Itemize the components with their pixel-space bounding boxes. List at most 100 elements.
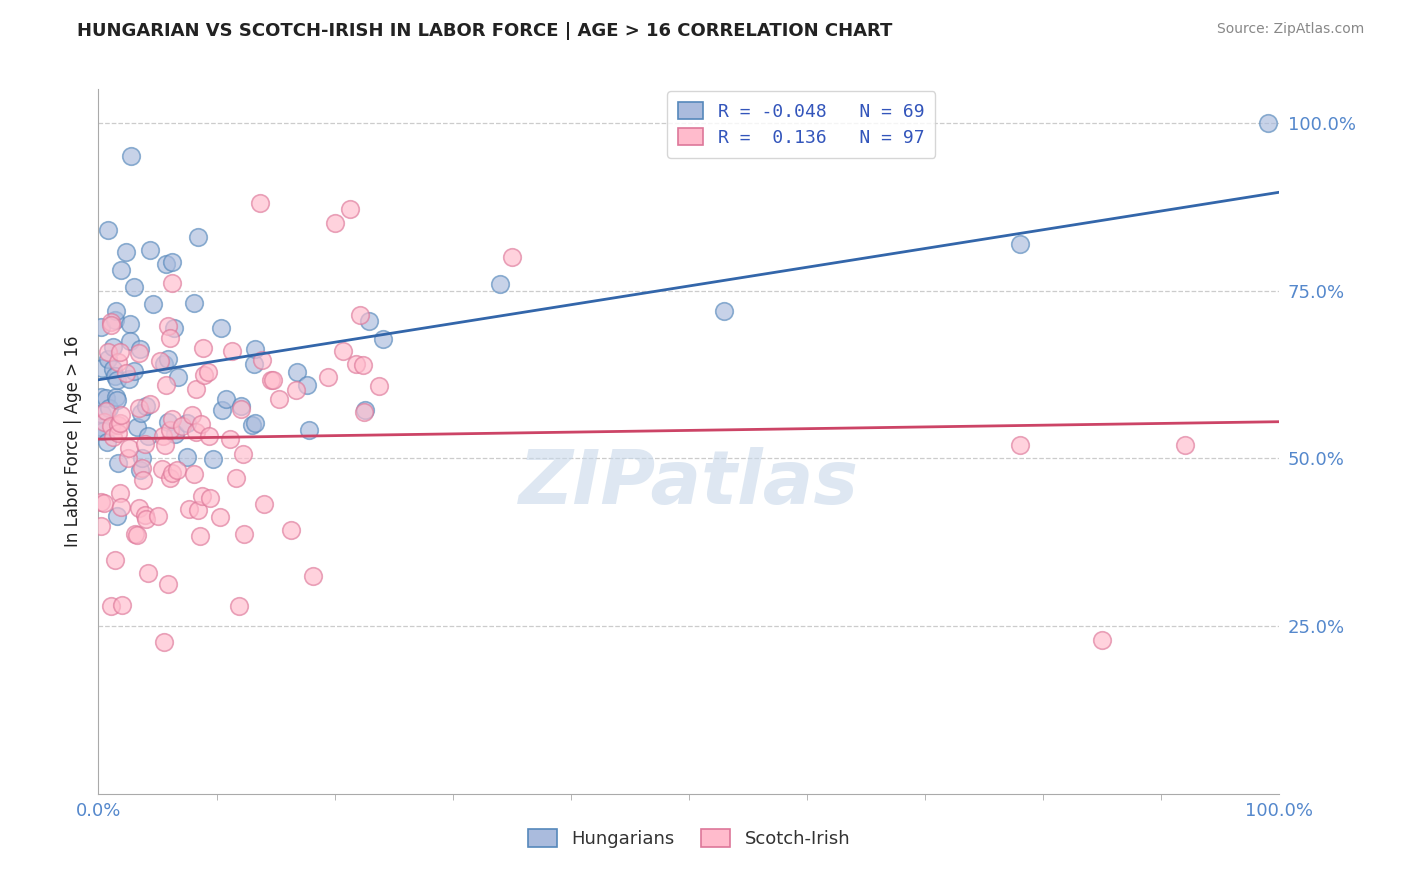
Point: [110, 344, 132, 359]
Point: [93, 415, 115, 429]
Point: [349, 308, 371, 322]
Point: [193, 341, 215, 355]
Point: [107, 355, 129, 369]
Point: [90, 519, 112, 533]
Point: [105, 393, 128, 408]
Point: [197, 365, 219, 379]
Point: [262, 373, 284, 387]
Point: [162, 254, 184, 268]
Text: Source: ZipAtlas.com: Source: ZipAtlas.com: [1216, 22, 1364, 37]
Point: [93, 496, 115, 510]
Point: [118, 372, 141, 386]
Point: [111, 599, 134, 613]
Point: [332, 344, 354, 359]
Point: [285, 383, 308, 397]
Point: [131, 460, 153, 475]
Point: [259, 373, 281, 387]
Point: [100, 599, 122, 613]
Point: [93, 424, 115, 438]
Point: [249, 196, 271, 211]
Point: [215, 392, 238, 406]
Point: [135, 512, 157, 526]
Point: [231, 400, 253, 414]
Point: [191, 489, 214, 503]
Point: [100, 419, 122, 434]
Point: [1008, 236, 1031, 251]
Point: [155, 257, 177, 271]
Point: [149, 354, 172, 368]
Point: [100, 318, 122, 332]
Point: [208, 510, 231, 524]
Point: [160, 412, 183, 426]
Text: ZIPatlas: ZIPatlas: [519, 447, 859, 520]
Point: [354, 403, 377, 417]
Point: [100, 315, 122, 329]
Point: [193, 368, 215, 382]
Point: [104, 369, 127, 384]
Point: [96, 434, 118, 449]
Point: [233, 526, 256, 541]
Point: [107, 417, 129, 432]
Point: [97, 345, 120, 359]
Point: [170, 418, 193, 433]
Point: [156, 351, 179, 366]
Point: [209, 321, 232, 335]
Point: [139, 397, 162, 411]
Point: [129, 463, 152, 477]
Point: [231, 401, 253, 416]
Point: [232, 447, 254, 461]
Point: [221, 343, 243, 358]
Point: [352, 358, 374, 372]
Point: [179, 501, 201, 516]
Point: [187, 502, 209, 516]
Point: [190, 417, 212, 431]
Y-axis label: In Labor Force | Age > 16: In Labor Force | Age > 16: [65, 335, 83, 548]
Point: [104, 313, 127, 327]
Point: [94, 392, 117, 406]
Point: [176, 450, 198, 465]
Point: [183, 295, 205, 310]
Point: [97, 351, 120, 366]
Point: [122, 280, 145, 294]
Point: [228, 599, 250, 613]
Point: [1174, 438, 1197, 452]
Point: [138, 428, 160, 442]
Point: [120, 149, 142, 163]
Point: [198, 491, 221, 505]
Point: [136, 566, 159, 580]
Point: [128, 401, 150, 415]
Point: [139, 243, 162, 257]
Point: [107, 457, 129, 471]
Point: [108, 486, 131, 500]
Point: [134, 508, 156, 522]
Point: [166, 463, 188, 477]
Point: [295, 378, 318, 392]
Point: [202, 452, 225, 467]
Point: [318, 370, 340, 384]
Point: [110, 500, 132, 514]
Point: [155, 378, 177, 392]
Point: [124, 364, 146, 378]
Point: [184, 382, 207, 396]
Point: [339, 202, 361, 216]
Point: [156, 318, 179, 333]
Point: [1008, 438, 1031, 452]
Point: [128, 501, 150, 516]
Point: [163, 426, 186, 441]
Point: [302, 569, 325, 583]
Point: [489, 277, 512, 291]
Point: [114, 244, 136, 259]
Point: [101, 362, 124, 376]
Point: [134, 437, 156, 451]
Point: [115, 366, 138, 380]
Point: [159, 471, 181, 485]
Point: [184, 425, 207, 439]
Point: [253, 497, 276, 511]
Point: [357, 314, 380, 328]
Point: [105, 390, 128, 404]
Point: [125, 528, 148, 542]
Point: [129, 342, 152, 356]
Point: [101, 340, 124, 354]
Point: [90, 390, 112, 404]
Point: [298, 423, 321, 437]
